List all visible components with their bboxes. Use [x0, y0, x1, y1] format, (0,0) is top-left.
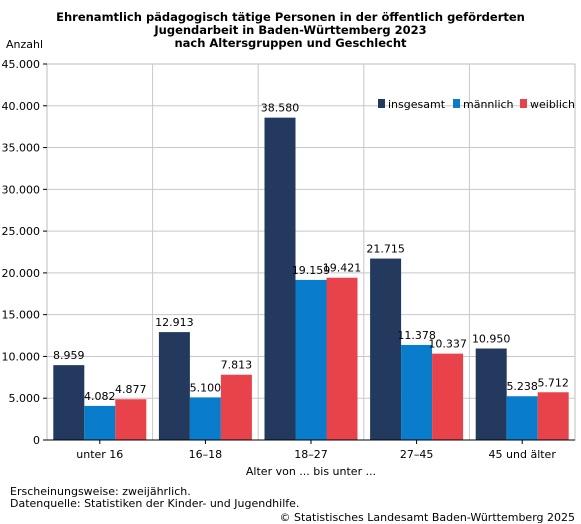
bar-insgesamt [158, 332, 190, 440]
data-label-maennlich: 5.100 [190, 381, 222, 394]
legend-swatch-insgesamt [378, 99, 385, 108]
data-label-maennlich: 19.159 [292, 264, 331, 277]
x-tick-label: 45 und älter [489, 448, 557, 461]
legend-label-insgesamt: insgesamt [388, 98, 446, 111]
data-label-maennlich: 11.378 [397, 329, 436, 342]
data-source-note: Datenquelle: Statistiken der Kinder- und… [10, 497, 300, 510]
bar-maennlich [84, 405, 116, 440]
bar-insgesamt [264, 117, 296, 440]
x-tick-label: 18–27 [294, 448, 328, 461]
data-label-maennlich: 5.238 [506, 380, 538, 393]
data-label-insgesamt: 10.950 [472, 333, 511, 346]
y-tick-label: 30.000 [2, 183, 41, 196]
bar-weiblich [537, 392, 569, 440]
legend-swatch-weiblich [520, 99, 527, 108]
y-tick-label: 5.000 [9, 392, 41, 405]
bar-weiblich [326, 277, 358, 440]
data-label-maennlich: 4.082 [84, 390, 116, 403]
legend-label-weiblich: weiblich [530, 98, 575, 111]
data-label-weiblich: 4.877 [115, 383, 147, 396]
bar-insgesamt [53, 365, 85, 440]
legend-label-maennlich: männlich [463, 98, 514, 111]
y-tick-label: 15.000 [2, 309, 41, 322]
x-axis-label: Alter von ... bis unter ... [246, 465, 376, 478]
y-tick-label: 25.000 [2, 225, 41, 238]
y-tick-label: 45.000 [2, 58, 41, 71]
bar-weiblich [220, 374, 252, 440]
x-tick-label: 16–18 [189, 448, 223, 461]
y-tick-label: 40.000 [2, 100, 41, 113]
y-tick-label: 20.000 [2, 267, 41, 280]
x-tick-label: unter 16 [76, 448, 123, 461]
data-label-weiblich: 19.421 [323, 262, 362, 275]
chart-title-line-3: nach Altersgruppen und Geschlecht [174, 36, 407, 50]
y-tick-label: 0 [33, 434, 40, 447]
y-tick-label: 10.000 [2, 350, 41, 363]
bar-weiblich [432, 353, 464, 440]
data-label-weiblich: 10.337 [428, 338, 467, 351]
bar-maennlich [506, 396, 538, 440]
legend-swatch-maennlich [453, 99, 460, 108]
data-label-insgesamt: 21.715 [366, 243, 405, 256]
data-label-insgesamt: 38.580 [261, 102, 300, 115]
bar-maennlich [295, 279, 327, 440]
footer-notes: Erscheinungsweise: zweijährlich. Datenqu… [10, 486, 299, 510]
bar-weiblich [115, 399, 147, 440]
bar-maennlich [401, 344, 433, 440]
copyright-note: © Statistisches Landesamt Baden-Württemb… [279, 511, 575, 524]
chart-title-line-2: Jugendarbeit in Baden-Württemberg 2023 [154, 23, 427, 37]
publication-frequency-note: Erscheinungsweise: zweijährlich. [10, 485, 191, 498]
x-tick-label: 27–45 [400, 448, 434, 461]
chart-title: Ehrenamtlich pädagogisch tätige Personen… [0, 11, 581, 50]
bar-insgesamt [370, 258, 402, 440]
bar-insgesamt [475, 348, 507, 440]
y-tick-label: 35.000 [2, 142, 41, 155]
chart-title-line-1: Ehrenamtlich pädagogisch tätige Personen… [56, 10, 525, 24]
y-axis-label: Anzahl [6, 38, 43, 51]
data-label-weiblich: 7.813 [221, 359, 253, 372]
data-label-insgesamt: 12.913 [155, 316, 194, 329]
bar-maennlich [189, 397, 221, 440]
data-label-insgesamt: 8.959 [53, 349, 85, 362]
data-label-weiblich: 5.712 [537, 376, 569, 389]
